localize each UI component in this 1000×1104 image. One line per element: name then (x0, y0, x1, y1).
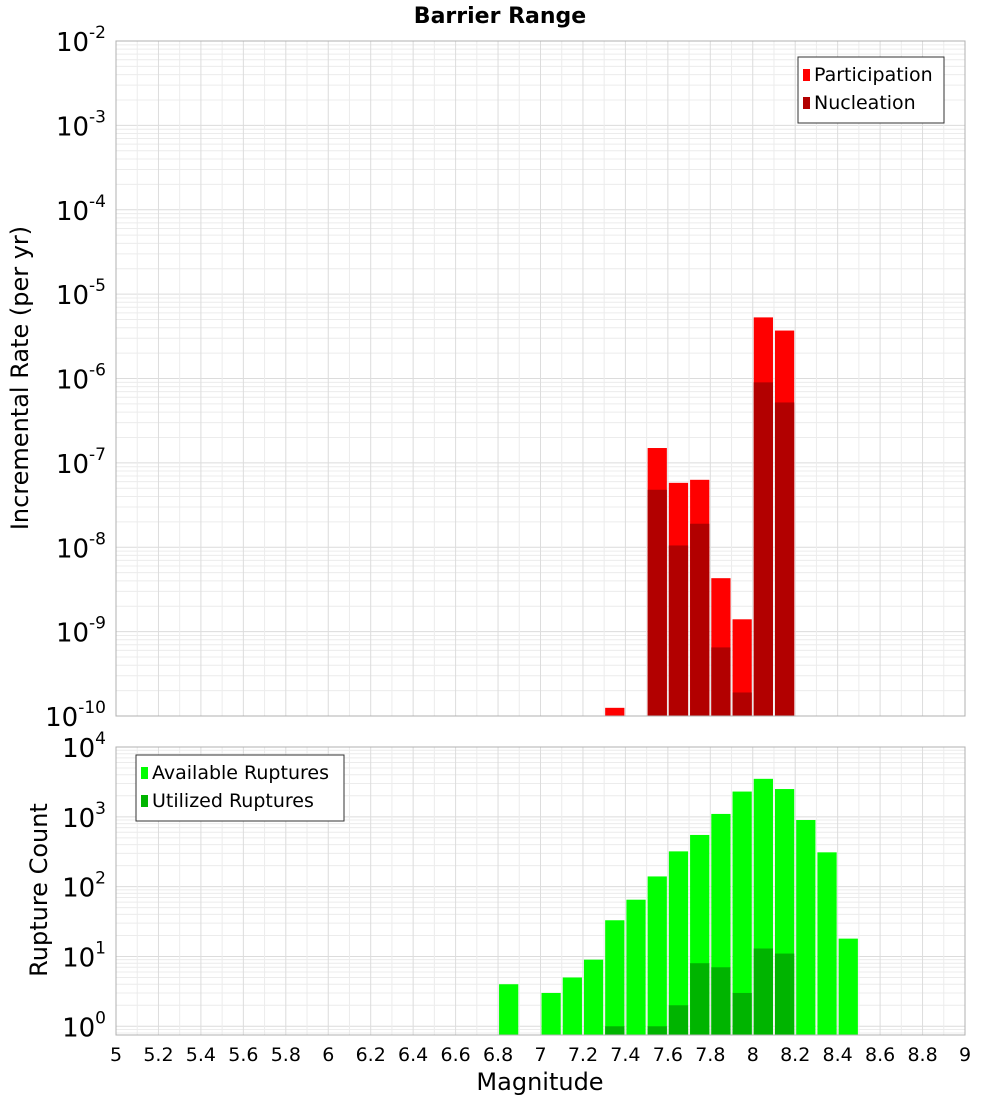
bar (817, 852, 837, 1035)
bar (774, 953, 795, 1035)
bar (796, 820, 816, 1035)
legend-label: Participation (814, 64, 933, 86)
legend-swatch (803, 69, 810, 81)
bar (499, 984, 519, 1035)
bar (647, 489, 667, 716)
y-tick-label: 104 (62, 729, 106, 764)
y-tick-label: 10-7 (56, 445, 106, 480)
x-tick-label: 6.2 (356, 1044, 386, 1066)
bar (711, 967, 731, 1035)
bar (541, 992, 561, 1035)
bar (605, 920, 625, 1035)
y-tick-label: 102 (62, 869, 106, 904)
bar (647, 1026, 667, 1035)
bottom-plot: 100 101 102 103 104 Available Ruptures Utilize… (62, 729, 971, 1066)
x-tick-label: 7.2 (568, 1044, 598, 1066)
legend-swatch (141, 767, 148, 779)
legend-label: Available Ruptures (152, 762, 329, 784)
legend-swatch (803, 97, 810, 109)
bar (668, 1005, 689, 1035)
x-tick-label: 8 (747, 1044, 759, 1066)
x-tick-label: 8.2 (780, 1044, 810, 1066)
x-tick-label: 7.4 (610, 1044, 640, 1066)
legend: Participation Nucleation (797, 56, 945, 124)
bar (838, 938, 858, 1035)
chart-title: Barrier Range (414, 4, 586, 29)
bar (732, 992, 752, 1035)
y-tick-label: 10-9 (56, 614, 106, 649)
y-tick-label: 10-8 (56, 529, 106, 564)
x-tick-label: 5 (110, 1044, 122, 1066)
bar (732, 692, 752, 716)
y-tick-label: 10-5 (56, 276, 106, 311)
x-tick-label: 5.2 (143, 1044, 173, 1066)
bar (647, 876, 667, 1035)
y-tick-label: 10-6 (56, 361, 106, 396)
y-tick-label: 101 (62, 938, 106, 973)
x-tick-label: 6.4 (398, 1044, 428, 1066)
x-tick-label: 5.4 (186, 1044, 216, 1066)
x-tick-label: 6.6 (440, 1044, 470, 1066)
legend-box (135, 754, 345, 822)
y-tick-label: 10-3 (56, 107, 106, 142)
x-axis-label: Magnitude (476, 1068, 603, 1096)
x-tick-label: 7.6 (653, 1044, 683, 1066)
x-tick-label: 5.6 (228, 1044, 258, 1066)
x-tick-label: 7.8 (695, 1044, 725, 1066)
x-tick-label: 8.6 (865, 1044, 895, 1066)
legend-label: Nucleation (814, 92, 916, 114)
top-plot: 10-10 10-9 10-8 10-7 10-6 10-5 10-4 10-3 10-2 Par… (45, 23, 966, 733)
y-tick-label: 10-4 (56, 192, 106, 227)
bar (690, 523, 710, 716)
bar (711, 647, 731, 716)
grid (115, 40, 966, 717)
y-axis-label-bottom: Rupture Count (25, 803, 53, 977)
bar (774, 402, 795, 716)
legend-swatch (141, 795, 148, 807)
legend-box (797, 56, 945, 124)
plot-frame (115, 746, 966, 1036)
y-tick-label: 103 (62, 799, 106, 834)
bar (753, 382, 773, 716)
y-tick-label: 10-2 (56, 23, 106, 58)
x-tick-label: 7 (534, 1044, 546, 1066)
y-axis-label-top: Incremental Rate (per yr) (6, 226, 34, 530)
legend-label: Utilized Ruptures (152, 790, 314, 812)
x-axis-ticks: 5 5.2 5.4 5.6 5.8 6 6.2 6.4 6.6 6.8 7 7.2 7.4 7.6 7.8 8… (110, 1044, 971, 1066)
x-tick-label: 5.8 (271, 1044, 301, 1066)
x-tick-label: 8.4 (823, 1044, 853, 1066)
bar (732, 619, 752, 716)
bar (626, 899, 646, 1035)
x-tick-label: 6.8 (483, 1044, 513, 1066)
bar (690, 963, 710, 1035)
bar (605, 1026, 625, 1035)
x-tick-label: 9 (959, 1044, 971, 1066)
bar (753, 948, 773, 1035)
bar (668, 545, 689, 716)
plot-frame (115, 40, 966, 717)
bar (583, 959, 604, 1035)
series-nucleation (647, 382, 795, 716)
bar (562, 977, 582, 1035)
legend: Available Ruptures Utilized Ruptures (135, 754, 345, 822)
x-tick-label: 8.8 (907, 1044, 937, 1066)
bar (605, 707, 625, 716)
bar (668, 851, 689, 1035)
y-tick-label: 10-10 (45, 698, 106, 733)
series-utilized-ruptures (605, 948, 795, 1035)
x-tick-label: 6 (322, 1044, 334, 1066)
bar (732, 791, 752, 1035)
y-tick-label: 100 (62, 1008, 106, 1043)
